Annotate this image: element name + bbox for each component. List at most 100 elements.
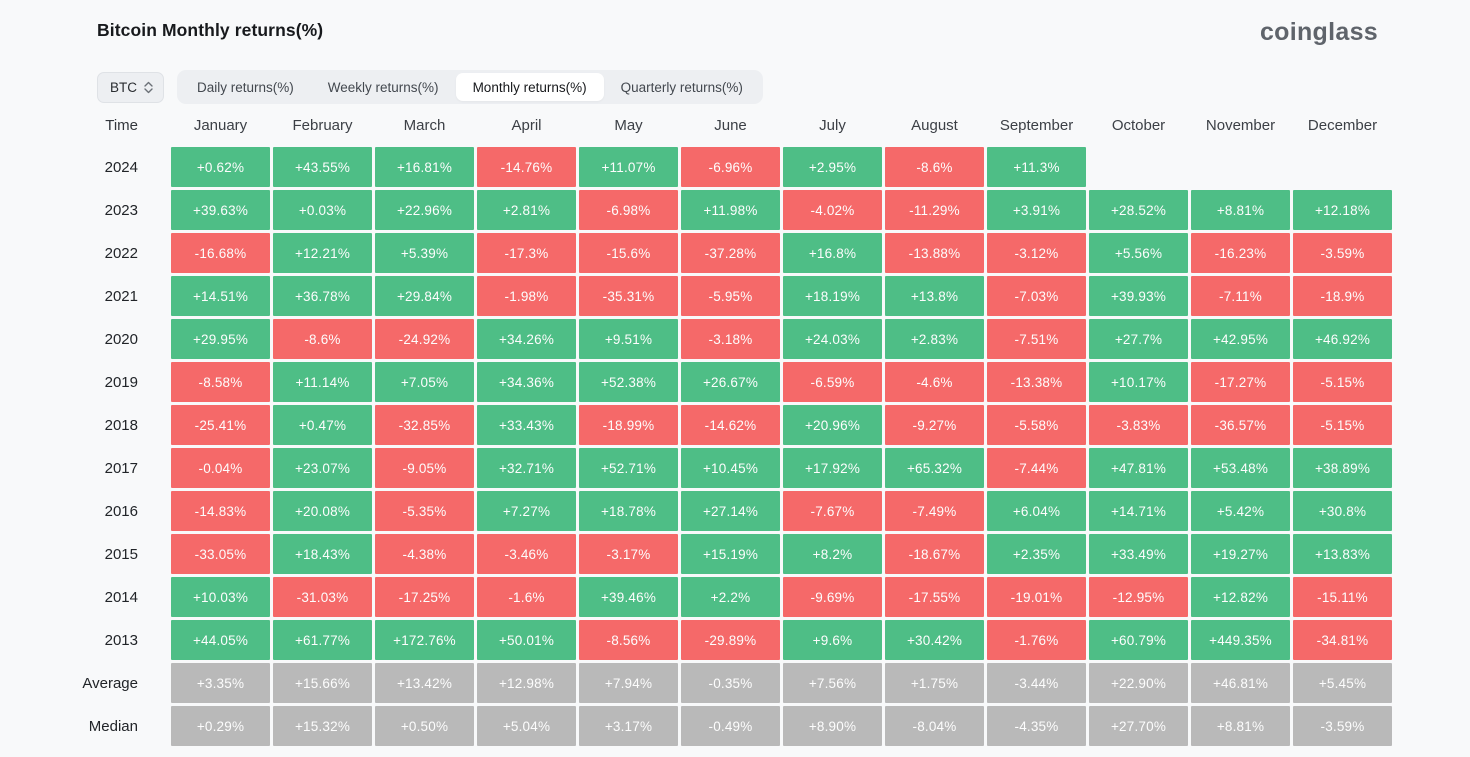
column-header-august: August: [911, 117, 958, 134]
column-header-march: March: [403, 117, 446, 134]
return-cell: -17.3%: [477, 233, 576, 273]
return-cell: +29.95%: [171, 319, 270, 359]
tab-quarterly[interactable]: Quarterly returns(%): [604, 73, 760, 101]
return-cell: +0.29%: [171, 706, 270, 746]
return-cell: +8.2%: [783, 534, 882, 574]
return-cell: +3.17%: [579, 706, 678, 746]
row-label-2018: 2018: [104, 416, 138, 434]
return-cell: -16.68%: [171, 233, 270, 273]
table-row-2017: 2017 -0.04% +23.07% -9.05% +32.71% +52.71% +10…: [97, 448, 1470, 488]
return-cell: -33.05%: [171, 534, 270, 574]
return-cell: +9.51%: [579, 319, 678, 359]
return-cell: -6.98%: [579, 190, 678, 230]
return-cell: +2.35%: [987, 534, 1086, 574]
table-row-2014: 2014 +10.03% -31.03% -17.25% -1.6% +39.46% +2.…: [97, 577, 1470, 617]
tab-daily[interactable]: Daily returns(%): [180, 73, 311, 101]
return-cell: +61.77%: [273, 620, 372, 660]
return-cell: -3.18%: [681, 319, 780, 359]
return-cell: +172.76%: [375, 620, 474, 660]
return-cell: +5.45%: [1293, 663, 1392, 703]
return-cell: -24.92%: [375, 319, 474, 359]
table-row-2019: 2019 -8.58% +11.14% +7.05% +34.36% +52.38% +26…: [97, 362, 1470, 402]
return-cell: +39.63%: [171, 190, 270, 230]
symbol-select[interactable]: BTC: [97, 71, 164, 103]
return-cell: +15.32%: [273, 706, 372, 746]
return-cell: +12.98%: [477, 663, 576, 703]
return-cell: +14.51%: [171, 276, 270, 316]
return-cell: +18.43%: [273, 534, 372, 574]
row-label-2024: 2024: [104, 158, 138, 176]
return-cell: +53.48%: [1191, 448, 1290, 488]
return-cell: +52.71%: [579, 448, 678, 488]
return-cell: +9.6%: [783, 620, 882, 660]
return-cell: -1.76%: [987, 620, 1086, 660]
row-label-2014: 2014: [104, 588, 138, 606]
row-label-2023: 2023: [104, 201, 138, 219]
return-cell: +15.66%: [273, 663, 372, 703]
return-cell: -9.05%: [375, 448, 474, 488]
return-cell: +11.14%: [273, 362, 372, 402]
row-label-2020: 2020: [104, 330, 138, 348]
return-cell: -6.96%: [681, 147, 780, 187]
column-header-january: January: [193, 117, 248, 134]
return-cell: +60.79%: [1089, 620, 1188, 660]
table-row-2022: 2022 -16.68% +12.21% +5.39% -17.3% -15.6% -37.…: [97, 233, 1470, 273]
return-cell: +18.78%: [579, 491, 678, 531]
column-header-april: April: [511, 117, 542, 134]
table-row-2020: 2020 +29.95% -8.6% -24.92% +34.26% +9.51% -3.1…: [97, 319, 1470, 359]
return-cell: +5.04%: [477, 706, 576, 746]
return-cell: +13.42%: [375, 663, 474, 703]
return-cell: +16.81%: [375, 147, 474, 187]
return-cell: +11.98%: [681, 190, 780, 230]
column-header-july: July: [819, 117, 846, 134]
return-cell: -3.17%: [579, 534, 678, 574]
return-cell: +0.62%: [171, 147, 270, 187]
return-cell: +8.81%: [1191, 706, 1290, 746]
return-cell: +1.75%: [885, 663, 984, 703]
tab-weekly[interactable]: Weekly returns(%): [311, 73, 456, 101]
table-row-median: Median +0.29% +15.32% +0.50% +5.04% +3.17% -0.…: [89, 706, 1470, 746]
return-cell: -7.49%: [885, 491, 984, 531]
page-title: Bitcoin Monthly returns(%): [97, 20, 324, 40]
return-cell: +36.78%: [273, 276, 372, 316]
return-cell: -36.57%: [1191, 405, 1290, 445]
return-cell: +46.81%: [1191, 663, 1290, 703]
return-cell: +12.21%: [273, 233, 372, 273]
return-cell: -25.41%: [171, 405, 270, 445]
return-cell: -7.67%: [783, 491, 882, 531]
table-row-2024: 2024 +0.62% +43.55% +16.81% -14.76% +11.07% -6…: [97, 147, 1470, 187]
return-cell: +12.82%: [1191, 577, 1290, 617]
return-cell: -9.69%: [783, 577, 882, 617]
return-cell: -37.28%: [681, 233, 780, 273]
return-cell: +30.42%: [885, 620, 984, 660]
return-cell: +22.96%: [375, 190, 474, 230]
return-cell: -4.38%: [375, 534, 474, 574]
return-cell: -3.44%: [987, 663, 1086, 703]
row-label-2019: 2019: [104, 373, 138, 391]
return-cell: +27.14%: [681, 491, 780, 531]
return-cell: -13.88%: [885, 233, 984, 273]
return-cell: +7.56%: [783, 663, 882, 703]
return-cell: -32.85%: [375, 405, 474, 445]
return-cell: +26.67%: [681, 362, 780, 402]
row-label-2016: 2016: [104, 502, 138, 520]
tab-monthly[interactable]: Monthly returns(%): [455, 73, 604, 101]
return-cell: -14.62%: [681, 405, 780, 445]
return-cell: +12.18%: [1293, 190, 1392, 230]
return-cell: -3.59%: [1293, 706, 1392, 746]
return-cell: -1.98%: [477, 276, 576, 316]
return-cell: -3.59%: [1293, 233, 1392, 273]
return-cell: +2.81%: [477, 190, 576, 230]
return-cell: +46.92%: [1293, 319, 1392, 359]
return-cell: +27.70%: [1089, 706, 1188, 746]
row-label-2021: 2021: [104, 287, 138, 305]
row-label-2013: 2013: [104, 631, 138, 649]
return-cell: +18.19%: [783, 276, 882, 316]
column-header-may: May: [614, 117, 643, 134]
return-cell: +34.36%: [477, 362, 576, 402]
return-cell: -7.03%: [987, 276, 1086, 316]
return-cell: -8.56%: [579, 620, 678, 660]
return-cell: +24.03%: [783, 319, 882, 359]
table-row-average: Average +3.35% +15.66% +13.42% +12.98% +7.94%…: [82, 663, 1470, 703]
return-cell: -8.6%: [885, 147, 984, 187]
